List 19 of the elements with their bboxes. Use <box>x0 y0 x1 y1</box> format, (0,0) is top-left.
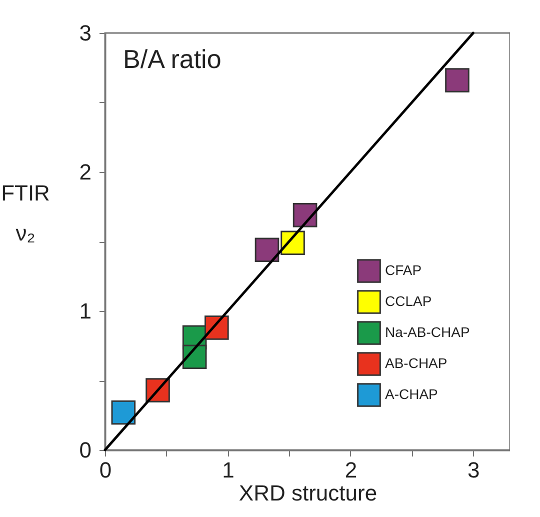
y-tick-label: 2 <box>79 160 92 184</box>
y-tick-label: 3 <box>79 20 92 46</box>
x-axis-title: XRD structure <box>238 480 378 506</box>
x-tick-label: 3 <box>468 458 480 482</box>
x-tick-label: 1 <box>222 458 234 482</box>
x-tick-label: 2 <box>344 458 358 482</box>
point <box>445 68 470 92</box>
legend-label: Na-AB-CHAP <box>385 324 470 340</box>
legend-label: CCLAP <box>385 293 432 309</box>
y-axis-title: FTIR ν₂ <box>1 180 50 246</box>
point <box>111 400 136 425</box>
point <box>254 238 280 262</box>
y-tick-label: 1 <box>79 298 92 324</box>
legend-label: AB-CHAP <box>385 355 448 371</box>
x-tick-label: 0 <box>99 458 112 482</box>
legend-label: CFAP <box>385 262 422 278</box>
legend-label: A-CHAP <box>385 386 438 402</box>
y-tick-label: 0 <box>79 438 92 462</box>
annotation: B/A ratio <box>123 44 222 74</box>
